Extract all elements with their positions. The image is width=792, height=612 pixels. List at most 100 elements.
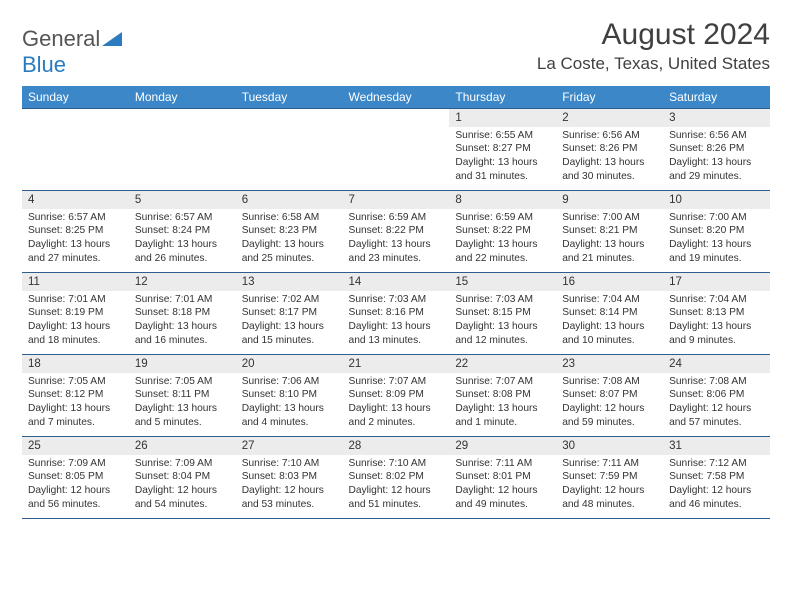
sunrise-line: Sunrise: 7:05 AM [135, 375, 230, 389]
sunset-line: Sunset: 8:16 PM [349, 306, 444, 320]
day-detail-cell: Sunrise: 6:55 AMSunset: 8:27 PMDaylight:… [449, 127, 556, 191]
sunrise-line: Sunrise: 7:08 AM [669, 375, 764, 389]
day-number-cell: 26 [129, 437, 236, 455]
day-number-cell: 6 [236, 191, 343, 209]
sunset-line: Sunset: 8:13 PM [669, 306, 764, 320]
day-detail-cell: Sunrise: 6:56 AMSunset: 8:26 PMDaylight:… [663, 127, 770, 191]
daylight-line: Daylight: 13 hours and 15 minutes. [242, 320, 337, 348]
daylight-line: Daylight: 13 hours and 9 minutes. [669, 320, 764, 348]
sunset-line: Sunset: 8:01 PM [455, 470, 550, 484]
day-detail-cell [22, 127, 129, 191]
sunrise-line: Sunrise: 7:07 AM [349, 375, 444, 389]
logo-triangle-icon [102, 26, 122, 51]
sunset-line: Sunset: 8:25 PM [28, 224, 123, 238]
sunrise-line: Sunrise: 7:10 AM [242, 457, 337, 471]
sunset-line: Sunset: 8:20 PM [669, 224, 764, 238]
sunset-line: Sunset: 7:58 PM [669, 470, 764, 484]
title-block: August 2024 La Coste, Texas, United Stat… [537, 18, 770, 74]
daylight-line: Daylight: 12 hours and 56 minutes. [28, 484, 123, 512]
sunrise-line: Sunrise: 7:07 AM [455, 375, 550, 389]
detail-row: Sunrise: 7:05 AMSunset: 8:12 PMDaylight:… [22, 373, 770, 437]
sunrise-line: Sunrise: 7:06 AM [242, 375, 337, 389]
sunset-line: Sunset: 8:05 PM [28, 470, 123, 484]
sunrise-line: Sunrise: 7:00 AM [669, 211, 764, 225]
day-number-cell: 13 [236, 273, 343, 291]
header-row: GeneralBlue August 2024 La Coste, Texas,… [22, 18, 770, 78]
daylight-line: Daylight: 13 hours and 12 minutes. [455, 320, 550, 348]
daylight-line: Daylight: 12 hours and 53 minutes. [242, 484, 337, 512]
day-header-row: SundayMondayTuesdayWednesdayThursdayFrid… [22, 86, 770, 109]
daynum-row: 11121314151617 [22, 273, 770, 291]
sunrise-line: Sunrise: 6:57 AM [135, 211, 230, 225]
day-number-cell: 12 [129, 273, 236, 291]
sunset-line: Sunset: 8:19 PM [28, 306, 123, 320]
day-number-cell [22, 109, 129, 127]
day-number-cell: 31 [663, 437, 770, 455]
day-number-cell: 7 [343, 191, 450, 209]
day-number-cell: 8 [449, 191, 556, 209]
sunrise-line: Sunrise: 7:03 AM [349, 293, 444, 307]
sunrise-line: Sunrise: 7:03 AM [455, 293, 550, 307]
location: La Coste, Texas, United States [537, 54, 770, 74]
day-detail-cell [129, 127, 236, 191]
detail-row: Sunrise: 6:55 AMSunset: 8:27 PMDaylight:… [22, 127, 770, 191]
sunrise-line: Sunrise: 7:05 AM [28, 375, 123, 389]
sunset-line: Sunset: 8:07 PM [562, 388, 657, 402]
day-detail-cell [343, 127, 450, 191]
logo: GeneralBlue [22, 18, 122, 78]
day-detail-cell: Sunrise: 7:01 AMSunset: 8:18 PMDaylight:… [129, 291, 236, 355]
day-number-cell: 19 [129, 355, 236, 373]
daylight-line: Daylight: 13 hours and 16 minutes. [135, 320, 230, 348]
day-detail-cell: Sunrise: 6:56 AMSunset: 8:26 PMDaylight:… [556, 127, 663, 191]
sunrise-line: Sunrise: 6:55 AM [455, 129, 550, 143]
logo-text: GeneralBlue [22, 26, 122, 78]
day-number-cell: 9 [556, 191, 663, 209]
day-number-cell: 3 [663, 109, 770, 127]
sunset-line: Sunset: 8:23 PM [242, 224, 337, 238]
daylight-line: Daylight: 13 hours and 13 minutes. [349, 320, 444, 348]
sunset-line: Sunset: 8:02 PM [349, 470, 444, 484]
day-detail-cell: Sunrise: 7:10 AMSunset: 8:03 PMDaylight:… [236, 455, 343, 519]
sunset-line: Sunset: 7:59 PM [562, 470, 657, 484]
daylight-line: Daylight: 13 hours and 26 minutes. [135, 238, 230, 266]
day-detail-cell: Sunrise: 7:07 AMSunset: 8:09 PMDaylight:… [343, 373, 450, 437]
day-header-cell: Friday [556, 86, 663, 109]
day-number-cell: 14 [343, 273, 450, 291]
daylight-line: Daylight: 12 hours and 51 minutes. [349, 484, 444, 512]
day-number-cell: 24 [663, 355, 770, 373]
calendar-table: SundayMondayTuesdayWednesdayThursdayFrid… [22, 86, 770, 519]
day-detail-cell: Sunrise: 7:09 AMSunset: 8:04 PMDaylight:… [129, 455, 236, 519]
sunrise-line: Sunrise: 7:08 AM [562, 375, 657, 389]
sunrise-line: Sunrise: 7:01 AM [28, 293, 123, 307]
daylight-line: Daylight: 13 hours and 2 minutes. [349, 402, 444, 430]
day-number-cell: 15 [449, 273, 556, 291]
day-number-cell: 22 [449, 355, 556, 373]
day-detail-cell: Sunrise: 7:05 AMSunset: 8:11 PMDaylight:… [129, 373, 236, 437]
detail-row: Sunrise: 6:57 AMSunset: 8:25 PMDaylight:… [22, 209, 770, 273]
day-detail-cell: Sunrise: 6:58 AMSunset: 8:23 PMDaylight:… [236, 209, 343, 273]
sunset-line: Sunset: 8:26 PM [669, 142, 764, 156]
detail-row: Sunrise: 7:01 AMSunset: 8:19 PMDaylight:… [22, 291, 770, 355]
day-number-cell [129, 109, 236, 127]
day-detail-cell: Sunrise: 7:10 AMSunset: 8:02 PMDaylight:… [343, 455, 450, 519]
detail-row: Sunrise: 7:09 AMSunset: 8:05 PMDaylight:… [22, 455, 770, 519]
daylight-line: Daylight: 13 hours and 19 minutes. [669, 238, 764, 266]
sunrise-line: Sunrise: 7:01 AM [135, 293, 230, 307]
logo-word2: Blue [22, 52, 66, 77]
day-detail-cell: Sunrise: 7:00 AMSunset: 8:21 PMDaylight:… [556, 209, 663, 273]
sunset-line: Sunset: 8:17 PM [242, 306, 337, 320]
daynum-row: 18192021222324 [22, 355, 770, 373]
sunrise-line: Sunrise: 7:02 AM [242, 293, 337, 307]
calendar-page: GeneralBlue August 2024 La Coste, Texas,… [0, 0, 792, 519]
day-detail-cell: Sunrise: 6:57 AMSunset: 8:24 PMDaylight:… [129, 209, 236, 273]
sunset-line: Sunset: 8:26 PM [562, 142, 657, 156]
day-number-cell: 27 [236, 437, 343, 455]
daylight-line: Daylight: 13 hours and 18 minutes. [28, 320, 123, 348]
day-number-cell: 5 [129, 191, 236, 209]
sunset-line: Sunset: 8:03 PM [242, 470, 337, 484]
sunrise-line: Sunrise: 7:09 AM [135, 457, 230, 471]
sunrise-line: Sunrise: 6:57 AM [28, 211, 123, 225]
day-detail-cell: Sunrise: 7:07 AMSunset: 8:08 PMDaylight:… [449, 373, 556, 437]
logo-word1: General [22, 26, 100, 51]
day-number-cell: 2 [556, 109, 663, 127]
